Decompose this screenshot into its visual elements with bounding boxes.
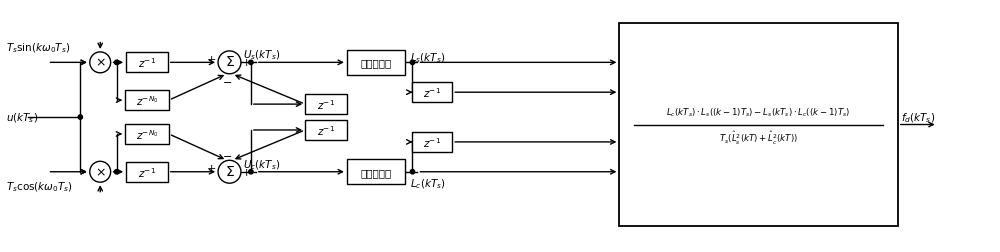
Text: 低通滤波器: 低通滤波器 [360, 167, 391, 177]
Text: $T_s(\hat{L}_s^2(kT)+\hat{L}_c^2(kT))$: $T_s(\hat{L}_s^2(kT)+\hat{L}_c^2(kT))$ [719, 129, 798, 146]
Text: $L_c(kT_s)\cdot L_s((k-1)T_s)-L_s(kT_s)\cdot L_c((k-1)T_s)$: $L_c(kT_s)\cdot L_s((k-1)T_s)-L_s(kT_s)\… [666, 106, 851, 118]
Text: $z^{-1}$: $z^{-1}$ [423, 136, 441, 149]
Text: $\times$: $\times$ [95, 57, 106, 70]
Bar [412, 83, 452, 103]
Text: $\times$: $\times$ [95, 166, 106, 178]
Text: $-$: $-$ [222, 150, 232, 160]
Text: $z^{-1}$: $z^{-1}$ [138, 56, 156, 70]
Bar [125, 91, 169, 111]
Text: $z^{-1}$: $z^{-1}$ [317, 123, 335, 137]
Text: $f_d(kT_s)$: $f_d(kT_s)$ [901, 111, 935, 125]
Text: $\Sigma$: $\Sigma$ [225, 55, 234, 69]
Text: +: + [242, 167, 251, 177]
Circle shape [249, 170, 253, 174]
Circle shape [78, 115, 83, 120]
Text: $z^{-N_0}$: $z^{-N_0}$ [136, 94, 158, 108]
Text: 低通滤波器: 低通滤波器 [360, 58, 391, 68]
Text: $U_c(kT_s)$: $U_c(kT_s)$ [243, 157, 280, 171]
Bar [619, 23, 898, 227]
Text: $-$: $-$ [222, 76, 232, 85]
Text: $L_s(kT_s)$: $L_s(kT_s)$ [410, 51, 446, 65]
Text: $T_s\cos(k\omega_0T_s)$: $T_s\cos(k\omega_0T_s)$ [6, 180, 73, 194]
Circle shape [410, 170, 415, 174]
Circle shape [410, 61, 415, 65]
Text: $z^{-1}$: $z^{-1}$ [138, 165, 156, 179]
Circle shape [249, 61, 253, 65]
Bar [126, 53, 168, 73]
Text: $u(kT_s)$: $u(kT_s)$ [6, 111, 38, 124]
Circle shape [90, 162, 111, 182]
Circle shape [90, 53, 111, 74]
Text: +: + [207, 164, 217, 174]
Bar [126, 162, 168, 182]
Bar [125, 124, 169, 144]
Circle shape [218, 161, 241, 183]
Text: +: + [207, 55, 217, 65]
Text: $z^{-1}$: $z^{-1}$ [423, 86, 441, 100]
Text: $T_s\sin(k\omega_0T_s)$: $T_s\sin(k\omega_0T_s)$ [6, 42, 70, 55]
Circle shape [114, 61, 119, 65]
Circle shape [114, 170, 119, 174]
Text: $z^{-N_0}$: $z^{-N_0}$ [136, 128, 158, 141]
Bar [305, 95, 347, 115]
Bar [347, 51, 405, 76]
Bar [347, 160, 405, 184]
Text: $L_c(kT_s)$: $L_c(kT_s)$ [410, 177, 446, 191]
Text: $z^{-1}$: $z^{-1}$ [317, 98, 335, 112]
Text: $U_s(kT_s)$: $U_s(kT_s)$ [243, 48, 280, 62]
Circle shape [218, 52, 241, 75]
Bar [305, 120, 347, 140]
Text: $\Sigma$: $\Sigma$ [225, 164, 234, 178]
Bar [412, 133, 452, 152]
Text: +: + [242, 58, 251, 68]
